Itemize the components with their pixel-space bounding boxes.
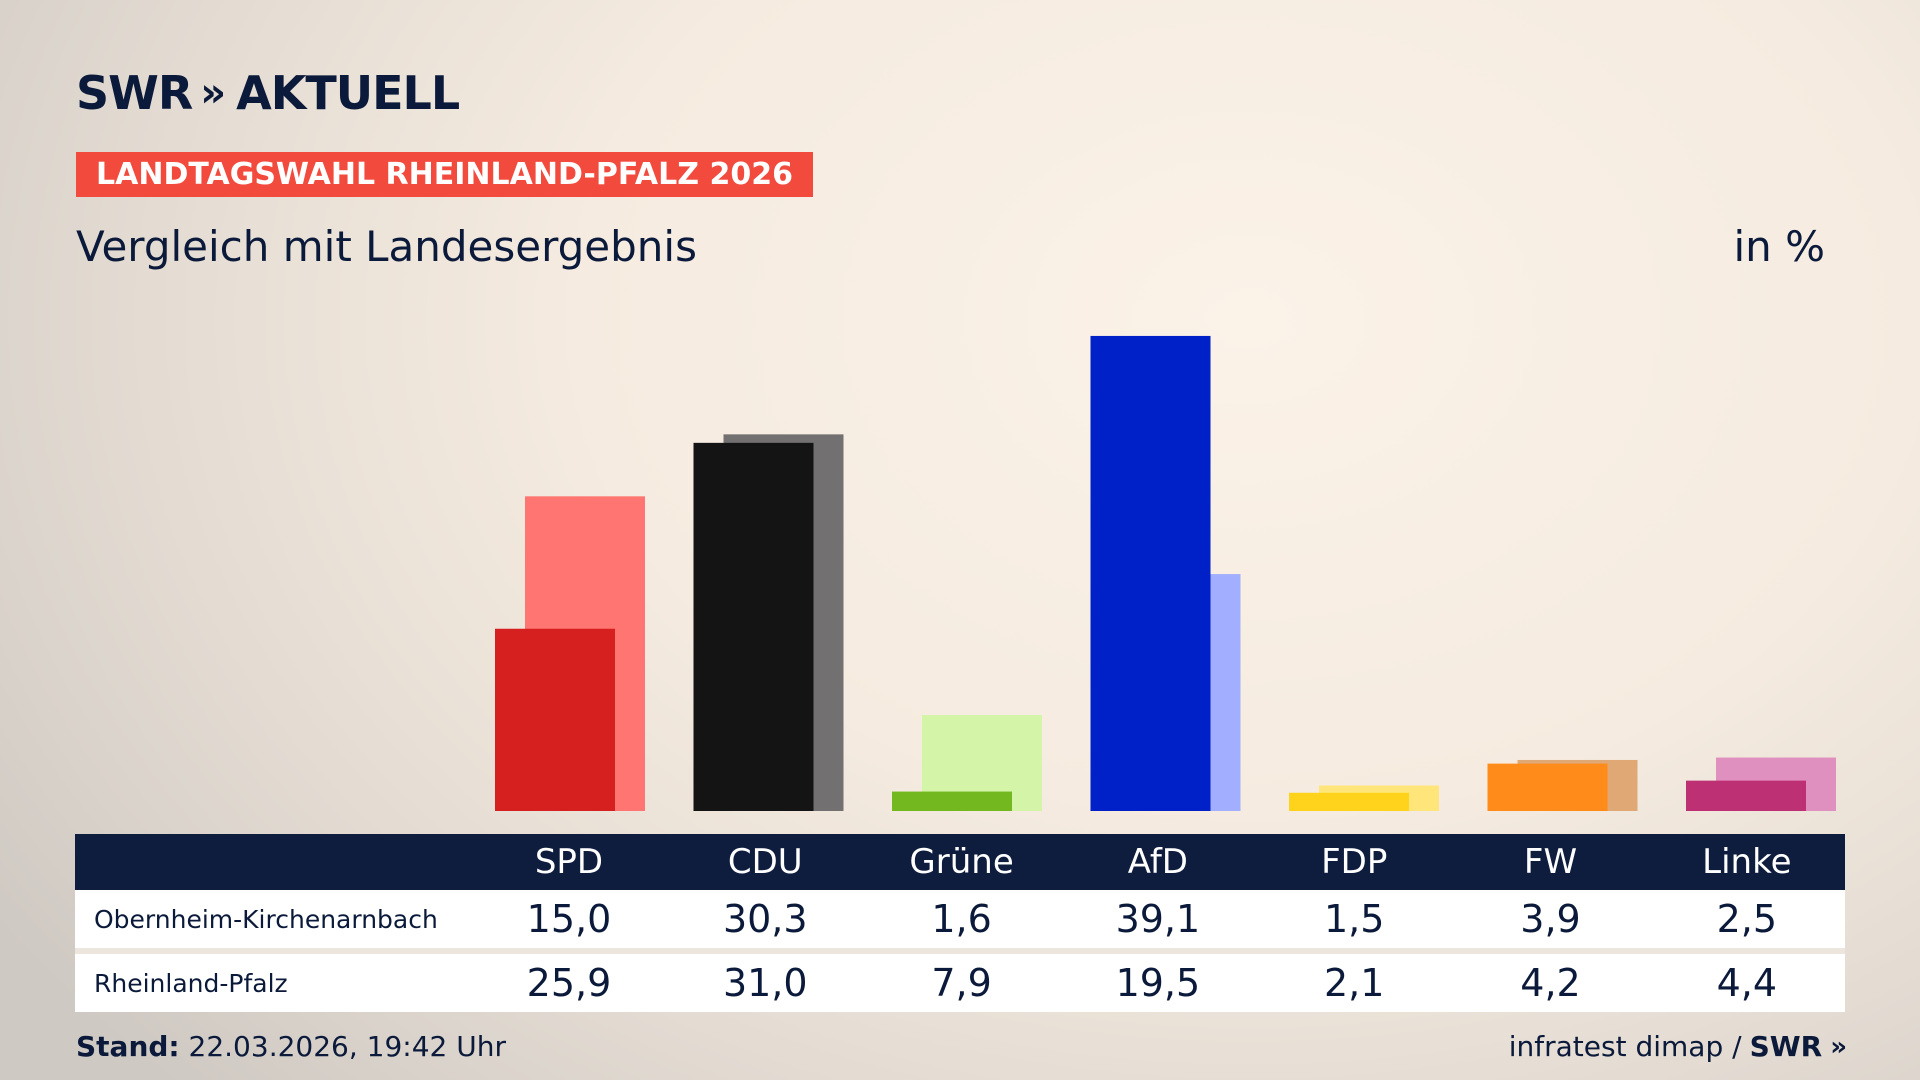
bar-local-linke [1686,780,1806,811]
chart-unit: in % [1733,222,1825,271]
timestamp: Stand: 22.03.2026, 19:42 Uhr [76,1030,506,1063]
row-label-local: Obernheim-Kirchenarnbach [94,904,438,934]
bar-local-fdp [1289,792,1409,811]
header-party-cdu: CDU [727,842,803,882]
header-party-fw: FW [1523,842,1578,882]
value-state-afd: 19,5 [1115,961,1201,1005]
value-local-afd: 39,1 [1115,897,1201,941]
source-swr-logo: SWR [1749,1030,1823,1063]
bar-local-fw [1487,763,1608,811]
value-state-fdp: 2,1 [1323,961,1385,1005]
table-row: Rheinland-Pfalz 25,9 31,0 7,9 19,5 2,1 4… [75,954,1845,1012]
timestamp-value: 22.03.2026, 19:42 Uhr [188,1030,506,1063]
chart-subtitle: Vergleich mit Landesergebnis [76,222,697,271]
source-chevron-icon: » [1830,1031,1847,1062]
value-local-cdu: 30,3 [722,897,808,941]
row-label-state: Rheinland-Pfalz [94,968,288,998]
results-table: SPD CDU Grüne AfD FDP FW Linke Obernheim… [75,834,1845,1012]
election-tag: LANDTAGSWAHL RHEINLAND-PFALZ 2026 [76,152,813,197]
header-party-fdp: FDP [1321,842,1388,882]
value-local-fw: 3,9 [1520,897,1581,941]
bar-local-afd [1090,335,1211,811]
value-local-fdp: 1,5 [1323,897,1385,941]
value-state-linke: 4,4 [1716,961,1778,1005]
bar-local-cdu [693,442,814,811]
header-party-gruene: Grüne [909,842,1014,882]
header-party-linke: Linke [1702,842,1792,882]
value-state-spd: 25,9 [526,961,612,1005]
logo-aktuell-text: AKTUELL [236,66,460,120]
value-local-spd: 15,0 [526,897,612,941]
bar-chart [495,335,1836,811]
value-state-cdu: 31,0 [722,961,808,1005]
value-state-gruene: 7,9 [931,961,992,1005]
source-text: infratest dimap / [1508,1030,1742,1063]
header-party-afd: AfD [1127,842,1188,882]
value-local-gruene: 1,6 [931,897,992,941]
table-header-row: SPD CDU Grüne AfD FDP FW Linke [75,834,1845,890]
value-local-linke: 2,5 [1716,897,1778,941]
bar-local-spd [495,628,615,811]
table-row: Obernheim-Kirchenarnbach 15,0 30,3 1,6 3… [75,890,1845,954]
bar-local-gruene [892,791,1012,811]
logo-swr-text: SWR [76,66,193,120]
value-state-fw: 4,2 [1520,961,1581,1005]
source-credit: infratest dimap / SWR » [1508,1030,1847,1063]
swr-aktuell-logo: SWR » AKTUELL [76,66,460,120]
header-party-spd: SPD [534,842,604,882]
timestamp-label: Stand: [76,1030,180,1063]
